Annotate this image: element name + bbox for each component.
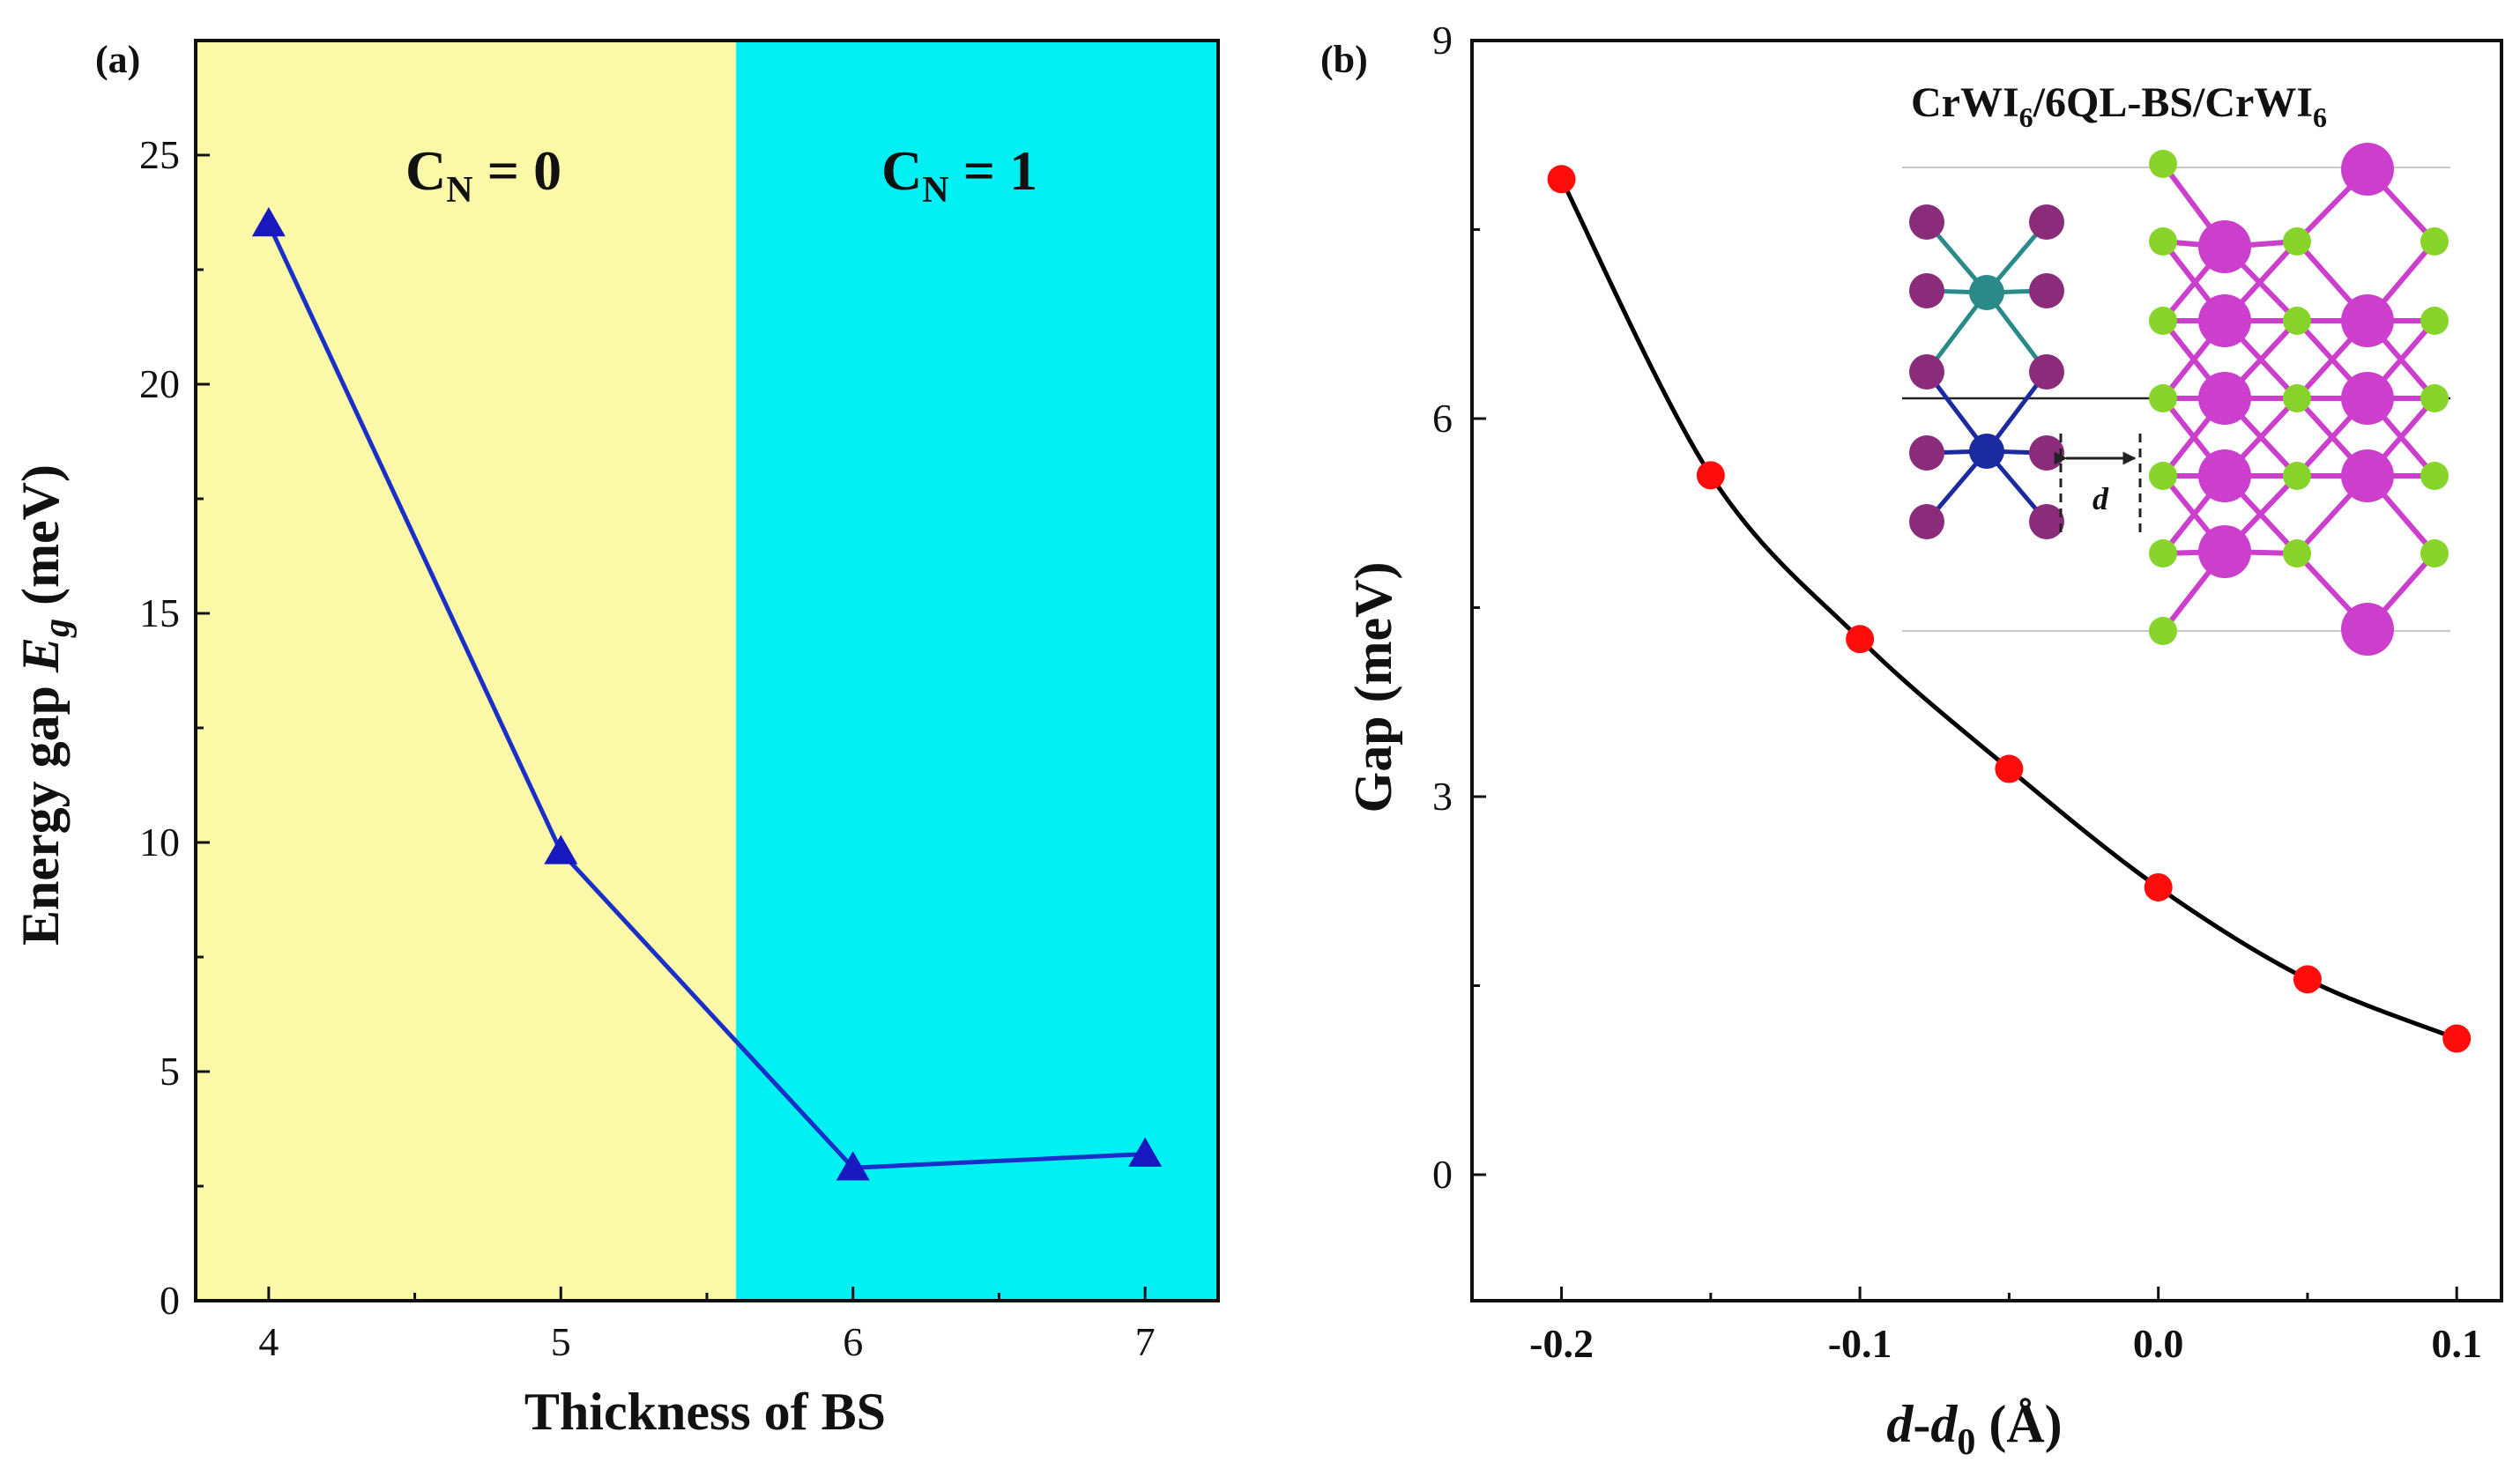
panel-a: (a) CN = 0 CN = 1 0 5 10 15 20 25 4 5 6 7 Thickne…	[11, 38, 1220, 1441]
panel-a-x-tick-label: 4	[258, 1319, 279, 1364]
inset-iodine-atom	[2029, 435, 2064, 471]
panel-a-y-tick-label: 10	[139, 820, 180, 864]
panel-b: (b) 0 3 6 9 -0.2 -0.1 0.0 0.1 CrWI6/6QL-BS/CrWI…	[1320, 18, 2503, 1463]
inset-selenium-atom	[2283, 227, 2311, 256]
inset-selenium-atom	[2420, 384, 2449, 412]
inset-title: CrWI6/6QL-BS/CrWI6	[1911, 79, 2327, 133]
inset-selenium-atom	[2420, 462, 2449, 490]
panel-a-data-point	[1128, 1137, 1163, 1167]
inset-bismuth-atom	[2341, 294, 2394, 347]
inset-selenium-atom	[2420, 307, 2449, 335]
inset-iodine-atom	[1909, 204, 1944, 240]
panel-a-y-tick-label: 20	[139, 361, 180, 406]
inset-bismuth-atom	[2198, 294, 2251, 347]
inset-selenium-atom	[2283, 539, 2311, 568]
panel-b-x-tick-label: 0.0	[2133, 1321, 2184, 1366]
inset-bismuth-atom	[2341, 449, 2394, 502]
inset-selenium-atom	[2149, 539, 2177, 568]
panel-b-data-point	[1547, 165, 1576, 194]
panel-a-y-tick-label: 0	[160, 1278, 180, 1323]
distance-label: d	[2093, 481, 2109, 516]
panel-a-y-tick-label: 5	[160, 1049, 180, 1094]
panel-a-y-axis-title: Energy gap Eg (meV)	[11, 464, 78, 946]
panel-b-data-point	[1846, 625, 1875, 654]
inset-iodine-atom	[2029, 204, 2064, 240]
inset-iodine-atom	[1909, 435, 1944, 471]
panel-b-x-tick-label: -0.1	[1828, 1321, 1892, 1366]
panel-a-data-point	[544, 835, 578, 864]
inset-selenium-atom	[2283, 307, 2311, 335]
inset-chromium-atom	[1969, 275, 2004, 310]
panel-a-y-tick-label: 15	[139, 590, 180, 635]
inset-bismuth-atom	[2198, 449, 2251, 502]
inset-iodine-atom	[1909, 354, 1944, 390]
panel-a-x-tick-label: 7	[1135, 1319, 1156, 1364]
inset-selenium-atom	[2283, 462, 2311, 490]
panel-b-markers	[1547, 165, 2472, 1053]
inset-iodine-atom	[1909, 273, 1944, 308]
panel-b-label: (b)	[1320, 38, 1368, 81]
inset-selenium-atom	[2283, 384, 2311, 412]
panel-b-x-axis-title: d-d0 (Å)	[1886, 1395, 2062, 1463]
inset-selenium-atom	[2149, 150, 2177, 178]
region-cn0-label: CN = 0	[405, 139, 561, 211]
inset-selenium-atom	[2149, 307, 2177, 335]
inset-iodine-atom	[2029, 273, 2064, 308]
panel-b-y-tick-label: 0	[1432, 1152, 1453, 1197]
inset-bismuth-atom	[2341, 372, 2394, 425]
inset-selenium-atom	[2149, 462, 2177, 490]
inset-iodine-atom	[1909, 504, 1944, 539]
panel-a-data-point	[836, 1151, 870, 1181]
region-cn1-label: CN = 1	[881, 139, 1037, 211]
inset-selenium-atom	[2420, 227, 2449, 256]
inset-bismuth-atom	[2198, 525, 2251, 578]
panel-a-frame	[194, 39, 1220, 1302]
panel-b-y-tick-label: 6	[1432, 396, 1453, 441]
inset-bismuth-atom	[2341, 603, 2394, 656]
inset-selenium-atom	[2149, 384, 2177, 412]
inset-selenium-atom	[2420, 539, 2449, 568]
inset-bismuth-atom	[2341, 143, 2394, 196]
panel-b-x-tick-label: -0.2	[1529, 1321, 1594, 1366]
inset-iodine-atom	[2029, 504, 2064, 539]
panel-b-y-axis-title: Gap (meV)	[1344, 562, 1402, 813]
panel-b-data-point	[1995, 754, 2024, 783]
panel-a-series-line	[266, 222, 1146, 1170]
region-cn0-background	[196, 41, 737, 1301]
panel-b-data-point	[2144, 872, 2173, 902]
panel-b-data-point	[2442, 1024, 2472, 1053]
panel-a-x-tick-label: 6	[843, 1319, 863, 1364]
panel-a-data-point	[251, 207, 286, 237]
panel-b-x-tick-label: 0.1	[2431, 1321, 2482, 1366]
panel-b-y-tick-label: 9	[1432, 18, 1453, 63]
inset-iodine-atom	[2029, 354, 2064, 390]
panel-b-frame	[1470, 39, 2503, 1302]
panel-a-x-tick-label: 5	[551, 1319, 571, 1364]
panel-b-series-line	[1559, 178, 2458, 1041]
inset-tungsten-atom	[1969, 434, 2004, 469]
inset-atoms	[1909, 143, 2449, 656]
inset-bismuth-atom	[2198, 372, 2251, 425]
region-cn1-background	[736, 41, 1218, 1301]
panel-b-y-tick-label: 3	[1432, 774, 1453, 819]
panel-b-data-point	[1696, 461, 1725, 490]
panel-b-ticks: 0 3 6 9 -0.2 -0.1 0.0 0.1	[1432, 18, 2482, 1366]
panel-a-y-tick-label: 25	[139, 132, 180, 177]
inset-selenium-atom	[2149, 617, 2177, 645]
inset-selenium-atom	[2149, 227, 2177, 256]
panel-a-ticks: 0 5 10 15 20 25 4 5 6 7	[139, 132, 1156, 1364]
panel-a-markers	[251, 207, 1163, 1181]
crystal-structure-inset: CrWI6/6QL-BS/CrWI6 d	[1902, 79, 2450, 656]
panel-a-x-axis-title: Thickness of BS	[524, 1383, 886, 1441]
panel-b-data-point	[2293, 965, 2322, 994]
inset-bismuth-atom	[2198, 220, 2251, 273]
panel-a-label: (a)	[95, 38, 140, 81]
